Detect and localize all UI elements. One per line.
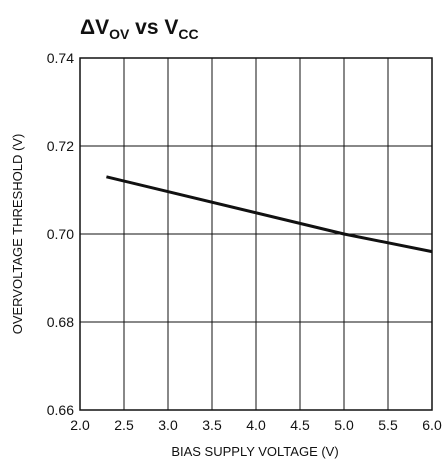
x-tick-labels: 2.0 2.5 3.0 3.5 4.0 4.5 5.0 5.5 6.0 [70, 417, 442, 433]
title-middle: vs V [129, 16, 178, 39]
x-tick-label: 6.0 [422, 417, 442, 433]
x-axis-label: BIAS SUPPLY VOLTAGE (V) [171, 444, 338, 459]
x-tick-label: 3.5 [202, 417, 222, 433]
grid [80, 58, 432, 410]
y-tick-label: 0.70 [47, 226, 74, 242]
x-tick-label: 5.0 [334, 417, 354, 433]
chart-title: ΔVOV vs VCC [80, 16, 199, 42]
y-axis-label: OVERVOLTAGE THRESHOLD (V) [10, 134, 25, 335]
series-layer [106, 177, 432, 252]
y-tick-labels: 0.66 0.68 0.70 0.72 0.74 [47, 50, 74, 418]
x-tick-label: 5.5 [378, 417, 398, 433]
x-tick-label: 3.0 [158, 417, 178, 433]
series-line [106, 177, 432, 252]
title-prefix: ΔV [80, 16, 109, 39]
y-tick-label: 0.66 [47, 402, 74, 418]
y-tick-label: 0.72 [47, 138, 74, 154]
x-tick-label: 4.5 [290, 417, 310, 433]
x-tick-label: 2.5 [114, 417, 134, 433]
title-prefix-subscript: OV [109, 26, 130, 42]
x-tick-label: 4.0 [246, 417, 266, 433]
x-tick-label: 2.0 [70, 417, 90, 433]
y-tick-label: 0.74 [47, 50, 74, 66]
y-tick-label: 0.68 [47, 314, 74, 330]
title-suffix-subscript: CC [178, 26, 198, 42]
